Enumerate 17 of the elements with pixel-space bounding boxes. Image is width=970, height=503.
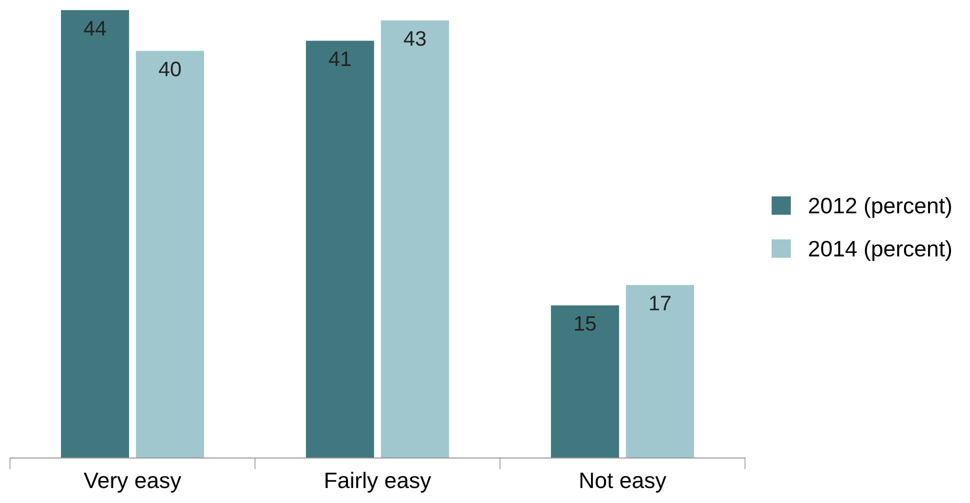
x-tick-label: Very easy: [84, 472, 182, 493]
bar: [380, 20, 450, 458]
legend-label: 2014 (percent): [809, 240, 952, 261]
data-label: 40: [158, 62, 181, 76]
bar: [60, 10, 130, 458]
bar: [136, 50, 204, 458]
x-tick-label: Fairly easy: [326, 472, 432, 493]
data-label: 15: [575, 316, 596, 331]
data-label: 41: [328, 52, 351, 66]
x-tick-label: Not easy: [580, 472, 666, 493]
data-label: 44: [84, 21, 106, 36]
bar: [306, 40, 374, 458]
bar: [550, 305, 620, 458]
legend-label: 2012 (percent): [809, 197, 952, 218]
data-label: 43: [404, 31, 426, 46]
bar: [626, 284, 694, 458]
data-label: 17: [650, 296, 671, 310]
